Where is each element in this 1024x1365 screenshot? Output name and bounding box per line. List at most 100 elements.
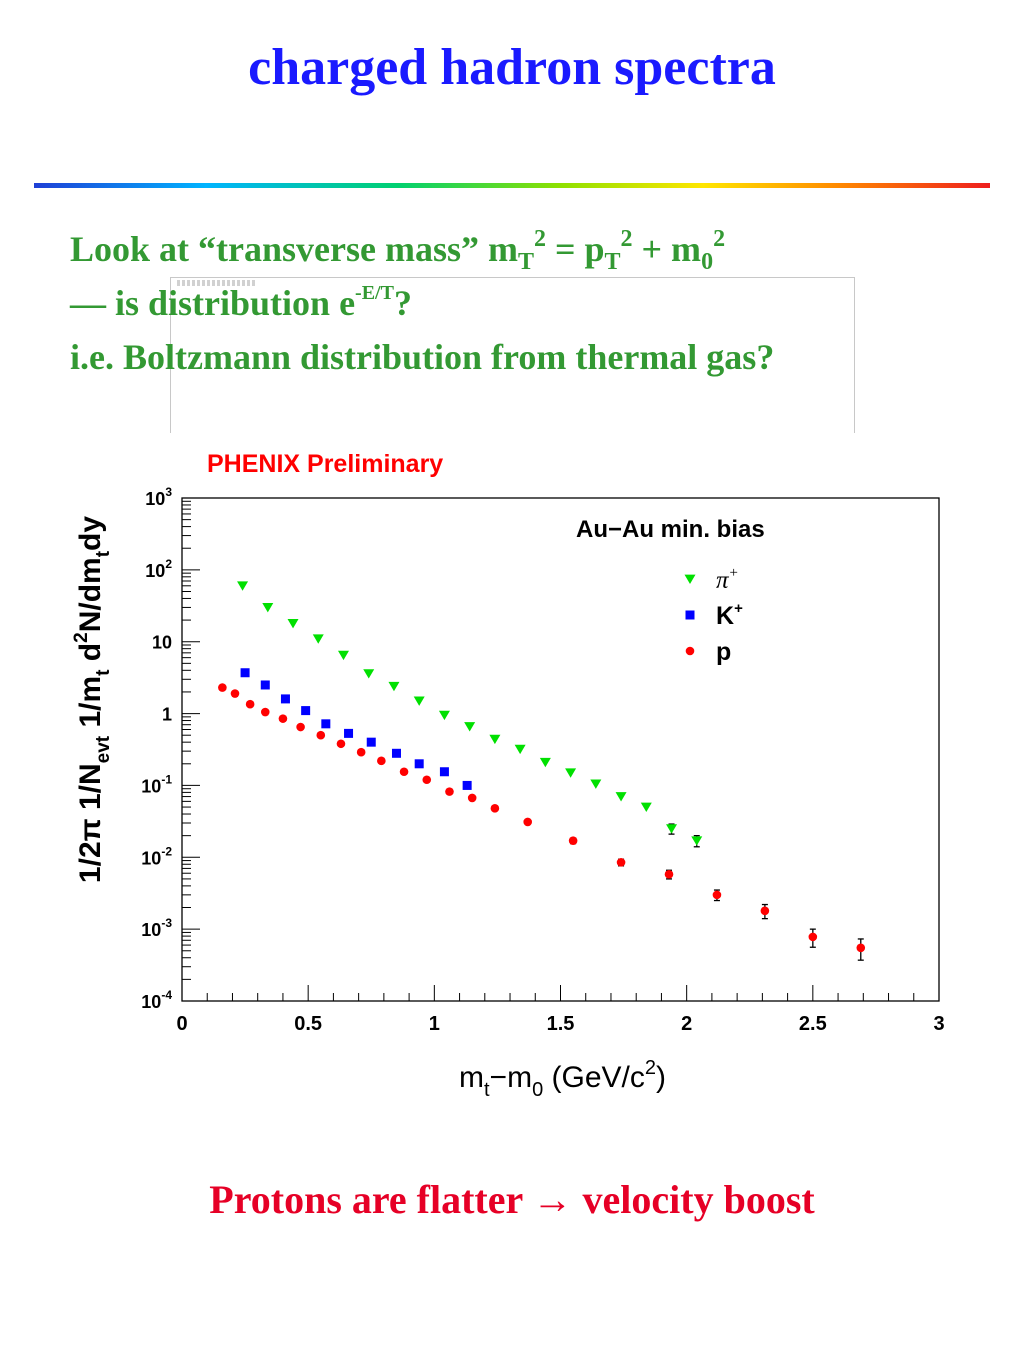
y-axis-title-part: d xyxy=(74,643,107,670)
intro-line2-sup: -E/T xyxy=(355,282,394,304)
pi-plus-legend-label: π+ xyxy=(716,565,739,594)
proton-point xyxy=(712,890,722,900)
x-axis-title-part: (GeV/c xyxy=(543,1061,645,1094)
k-plus-point xyxy=(240,668,250,678)
x-axis-title-part: ) xyxy=(656,1061,666,1094)
y-tick-exponent: -1 xyxy=(161,772,172,786)
y-tick-exponent: -3 xyxy=(161,916,172,930)
phenix-preliminary-label: PHENIX Preliminary xyxy=(207,450,443,478)
x-axis-title-part: −m xyxy=(490,1061,533,1094)
k-plus-point xyxy=(321,719,331,729)
proton-legend-text: p xyxy=(716,638,731,666)
y-tick-label: 10-1 xyxy=(141,772,172,796)
intro-line-3: i.e. Boltzmann distribution from thermal… xyxy=(70,337,775,377)
proton-point xyxy=(760,906,770,916)
k-plus-legend-sup: + xyxy=(734,600,743,617)
k-plus-legend-marker xyxy=(685,610,695,620)
y-axis-title-sub: evt xyxy=(93,735,114,763)
y-tick-label: 10-3 xyxy=(141,916,172,940)
proton-legend-label: p xyxy=(716,638,731,666)
y-tick-exponent: 2 xyxy=(165,557,172,571)
pi-plus-point xyxy=(565,768,577,778)
intro-line1-sup-a: 2 xyxy=(533,226,546,252)
y-tick-base: 10 xyxy=(141,776,161,796)
y-tick-exponent: -2 xyxy=(161,844,172,858)
y-tick-base: 1 xyxy=(162,705,172,725)
conclusion-text: Protons are flatter → velocity boost xyxy=(209,1177,815,1222)
pi-plus-legend-sup: + xyxy=(729,565,739,581)
proton-point xyxy=(399,767,409,777)
proton-point xyxy=(616,858,626,867)
pi-plus-point xyxy=(262,603,274,613)
pi-plus-point xyxy=(438,710,450,721)
proton-point xyxy=(336,739,346,749)
intro-line1-sub-t2: T xyxy=(604,249,621,275)
proton-point xyxy=(230,689,240,698)
y-axis-title: 1/2π 1/Nevt 1/mt d2N/dmtdy xyxy=(71,516,114,883)
pi-plus-point xyxy=(287,618,299,629)
y-tick-label: 1 xyxy=(162,705,172,725)
x-axis-title-part: m xyxy=(459,1061,484,1094)
proton-point xyxy=(316,730,326,740)
pi-plus-point xyxy=(590,779,602,789)
intro-line2-a: — is distribution e xyxy=(70,283,356,323)
y-tick-label: 102 xyxy=(145,557,172,581)
k-plus-point xyxy=(391,748,401,758)
k-plus-point xyxy=(344,728,354,738)
k-plus-point xyxy=(280,694,290,704)
pi-plus-point xyxy=(363,669,375,679)
y-tick-base: 10 xyxy=(145,489,165,509)
chart-subtitle: Au−Au min. bias xyxy=(576,516,765,543)
pi-plus-legend-text: π xyxy=(716,567,730,594)
intro-line1-sup-b: 2 xyxy=(620,226,633,252)
y-axis-title-part: N/dm xyxy=(74,557,107,632)
proton-point xyxy=(523,817,532,827)
phenix-spectra-chart: 0 0.5 1 1.5 2 2.5 310310210110-110-210-310-4PH… xyxy=(71,450,945,1100)
pi-plus-point xyxy=(489,734,501,745)
proton-point xyxy=(278,714,288,723)
intro-line-1: Look at “transverse mass” mT2 = pT2 + m0… xyxy=(70,222,990,276)
y-axis-title-part: 1/2π 1/N xyxy=(74,763,107,883)
rainbow-divider xyxy=(34,183,990,188)
y-tick-base: 10 xyxy=(152,633,172,653)
proton-point xyxy=(856,943,866,953)
intro-line2-b: ? xyxy=(393,283,412,323)
pi-plus-point xyxy=(388,681,400,692)
x-tick-label: 3 xyxy=(933,1013,944,1035)
pi-plus-point xyxy=(312,634,324,644)
y-tick-base: 10 xyxy=(145,561,165,581)
y-axis-title-sub: t xyxy=(93,550,114,557)
k-plus-legend-label: K+ xyxy=(716,600,743,630)
y-axis-title-part: 1/m xyxy=(74,676,107,736)
proton-point xyxy=(218,683,227,692)
proton-point xyxy=(356,747,366,757)
intro-line1-sub-0: 0 xyxy=(701,249,714,275)
proton-point xyxy=(808,932,818,942)
x-tick-label: 0.5 xyxy=(294,1013,322,1035)
y-axis-title-part: dy xyxy=(74,516,107,551)
intro-text: Look at “transverse mass” mT2 = pT2 + m0… xyxy=(70,222,990,384)
pi-plus-point xyxy=(464,722,476,732)
intro-line1-a: Look at “transverse mass” m xyxy=(70,229,518,269)
slide-title: charged hadron spectra xyxy=(248,39,776,96)
pi-plus-point xyxy=(237,581,249,591)
y-tick-label: 10-4 xyxy=(141,988,172,1012)
k-plus-point xyxy=(366,737,376,747)
proton-point xyxy=(490,804,500,813)
proton-point xyxy=(422,775,432,785)
x-axis-title-sup: 2 xyxy=(645,1057,656,1079)
y-tick-label: 103 xyxy=(145,485,172,509)
proton-legend-marker xyxy=(685,646,695,656)
y-tick-exponent: 3 xyxy=(165,485,172,499)
pi-plus-point xyxy=(615,792,627,802)
proton-point xyxy=(245,699,255,709)
y-tick-label: 10 xyxy=(152,633,172,653)
pi-plus-point xyxy=(413,696,425,706)
pi-plus-legend-marker xyxy=(684,574,696,584)
proton-point xyxy=(377,756,386,766)
y-axis-title-sup: 2 xyxy=(71,632,92,643)
x-axis-title-sub: t xyxy=(484,1079,490,1100)
x-tick-label: 1 xyxy=(429,1013,440,1035)
plot-frame xyxy=(181,497,940,1002)
proton-point xyxy=(296,722,305,732)
